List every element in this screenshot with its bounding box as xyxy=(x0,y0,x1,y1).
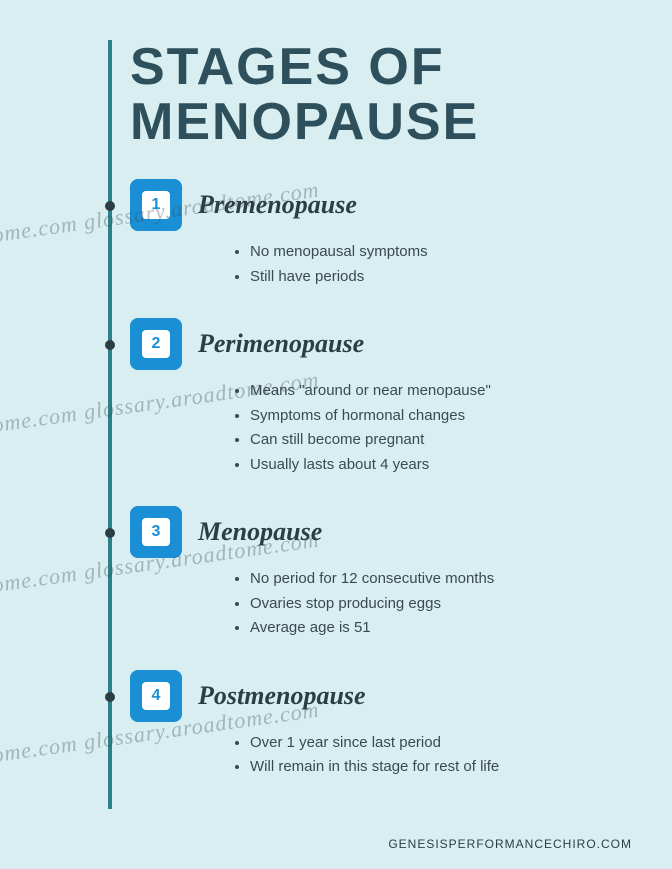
stage-header: 1 Premenopause xyxy=(130,179,632,231)
stage-bullets: Over 1 year since last periodWill remain… xyxy=(250,732,632,779)
bullet-item: Can still become pregnant xyxy=(250,429,592,452)
bullet-item: Over 1 year since last period xyxy=(250,732,592,755)
timeline-node-dot xyxy=(105,692,115,702)
bullet-item: No menopausal symptoms xyxy=(250,241,592,264)
stage-3: 3 Menopause No period for 12 consecutive m… xyxy=(130,506,632,640)
stage-bullets: Means "around or near menopause"Symptoms… xyxy=(250,380,632,476)
page-title: STAGES OF MENOPAUSE xyxy=(130,40,632,149)
stage-2: 2 Perimenopause Means "around or near meno… xyxy=(130,318,632,476)
bullet-item: Symptoms of hormonal changes xyxy=(250,405,592,428)
stage-bullets: No period for 12 consecutive monthsOvari… xyxy=(250,568,632,640)
stage-header: 2 Perimenopause xyxy=(130,318,632,370)
bullet-item: Means "around or near menopause" xyxy=(250,380,592,403)
stage-bullets: No menopausal symptomsStill have periods xyxy=(250,241,632,288)
stage-title: Menopause xyxy=(198,517,322,547)
bullet-item: Will remain in this stage for rest of li… xyxy=(250,756,592,779)
stage-number-box: 1 xyxy=(130,179,182,231)
timeline-node-dot xyxy=(105,528,115,538)
stage-number: 3 xyxy=(142,518,170,546)
stage-title: Perimenopause xyxy=(198,329,364,359)
stage-number-box: 2 xyxy=(130,318,182,370)
stage-1: 1 Premenopause No menopausal symptomsStill… xyxy=(130,179,632,288)
footer-source: GENESISPERFORMANCECHIRO.COM xyxy=(388,837,632,851)
timeline-node-dot xyxy=(105,201,115,211)
stage-number: 2 xyxy=(142,330,170,358)
stage-title: Premenopause xyxy=(198,190,357,220)
bullet-item: Usually lasts about 4 years xyxy=(250,454,592,477)
bullet-item: No period for 12 consecutive months xyxy=(250,568,592,591)
stage-number-box: 3 xyxy=(130,506,182,558)
stage-number: 1 xyxy=(142,191,170,219)
timeline-node-dot xyxy=(105,340,115,350)
bullet-item: Still have periods xyxy=(250,266,592,289)
bullet-item: Ovaries stop producing eggs xyxy=(250,593,592,616)
stage-title: Postmenopause xyxy=(198,681,366,711)
stage-4: 4 Postmenopause Over 1 year since last per… xyxy=(130,670,632,779)
stage-header: 4 Postmenopause xyxy=(130,670,632,722)
stage-header: 3 Menopause xyxy=(130,506,632,558)
bullet-item: Average age is 51 xyxy=(250,617,592,640)
stage-number-box: 4 xyxy=(130,670,182,722)
stage-number: 4 xyxy=(142,682,170,710)
